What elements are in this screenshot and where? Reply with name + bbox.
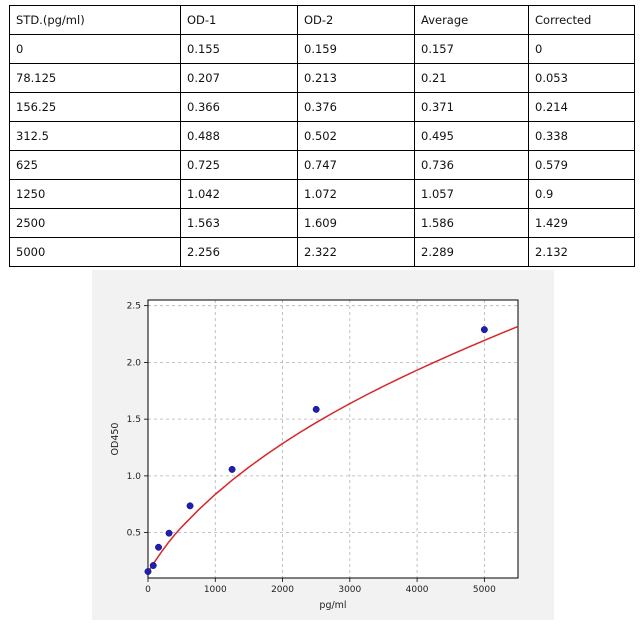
- table-row: 625 0.725 0.747 0.736 0.579: [9, 150, 635, 180]
- x-tick-label: 4000: [406, 585, 429, 595]
- cell-od1: 1.563: [180, 208, 298, 238]
- y-tick-label: 1.5: [127, 415, 141, 425]
- cell-average: 0.736: [414, 150, 529, 180]
- header-average: Average: [414, 5, 529, 35]
- y-tick-label: 2.5: [127, 302, 141, 312]
- x-axis-title: pg/ml: [319, 600, 346, 611]
- x-tick-label: 2000: [271, 585, 294, 595]
- table-row: 2500 1.563 1.609 1.586 1.429: [9, 208, 635, 238]
- standard-curve-figure: 0 1000 2000 3000 4000 5000 0.5 1.0 1.5 2.0 2.5 pg/…: [92, 270, 554, 620]
- cell-od1: 0.366: [180, 92, 298, 122]
- table-row: 156.25 0.366 0.376 0.371 0.214: [9, 92, 635, 122]
- data-point: [149, 562, 157, 569]
- cell-od2: 0.376: [297, 92, 415, 122]
- plot-area-frame: [147, 299, 519, 579]
- cell-average: 0.21: [414, 63, 529, 93]
- table-row: 5000 2.256 2.322 2.289 2.132: [9, 237, 635, 267]
- y-tick-label: 1.0: [127, 472, 142, 482]
- cell-std: 1250: [9, 179, 181, 209]
- data-point: [186, 502, 194, 510]
- cell-std: 625: [9, 150, 181, 180]
- cell-std: 5000: [9, 237, 181, 267]
- cell-corrected: 0.579: [528, 150, 635, 180]
- cell-std: 156.25: [9, 92, 181, 122]
- cell-corrected: 0.338: [528, 121, 635, 151]
- cell-corrected: 1.429: [528, 208, 635, 238]
- data-point: [228, 465, 236, 473]
- data-point: [165, 529, 173, 537]
- cell-od2: 1.609: [297, 208, 415, 238]
- axis-ticks: 0 1000 2000 3000 4000 5000 0.5 1.0 1.5 2.0 2.5: [127, 302, 496, 595]
- table-header-row: STD.(pg/ml) OD-1 OD-2 Average Corrected: [9, 5, 635, 35]
- cell-od1: 0.207: [180, 63, 298, 93]
- plot-background: [148, 300, 518, 578]
- cell-od1: 2.256: [180, 237, 298, 267]
- data-point: [155, 543, 162, 551]
- cell-average: 0.371: [414, 92, 529, 122]
- cell-od2: 0.213: [297, 63, 415, 93]
- table-row: 0 0.155 0.159 0.157 0: [9, 34, 635, 64]
- cell-average: 1.586: [414, 208, 529, 238]
- table-row: 1250 1.042 1.072 1.057 0.9: [9, 179, 635, 209]
- cell-std: 2500: [9, 208, 181, 238]
- table-row: 78.125 0.207 0.213 0.21 0.053: [9, 63, 635, 93]
- cell-od1: 0.488: [180, 121, 298, 151]
- header-od2: OD-2: [297, 5, 415, 35]
- cell-average: 0.157: [414, 34, 529, 64]
- header-std: STD.(pg/ml): [9, 5, 181, 35]
- cell-od1: 0.155: [180, 34, 298, 64]
- x-tick-label: 3000: [338, 585, 361, 595]
- cell-average: 0.495: [414, 121, 529, 151]
- fit-curve-line: [147, 325, 519, 573]
- cell-average: 2.289: [414, 237, 529, 267]
- x-tick-label: 1000: [204, 585, 227, 595]
- y-tick-label: 0.5: [127, 529, 141, 539]
- cell-od2: 0.747: [297, 150, 415, 180]
- cell-corrected: 2.132: [528, 237, 635, 267]
- cell-od2: 1.072: [297, 179, 415, 209]
- data-point: [312, 405, 320, 413]
- grid-lines: [147, 300, 518, 578]
- data-point: [480, 326, 488, 334]
- cell-corrected: 0.9: [528, 179, 635, 209]
- cell-corrected: 0.053: [528, 63, 635, 93]
- cell-od2: 2.322: [297, 237, 415, 267]
- x-tick-label: 5000: [473, 585, 496, 595]
- cell-corrected: 0.214: [528, 92, 635, 122]
- cell-corrected: 0: [528, 34, 635, 64]
- header-corrected: Corrected: [528, 5, 635, 35]
- header-od1: OD-1: [180, 5, 298, 35]
- cell-std: 78.125: [9, 63, 181, 93]
- cell-od1: 0.725: [180, 150, 298, 180]
- cell-od2: 0.159: [297, 34, 415, 64]
- y-axis-title: OD450: [110, 423, 121, 456]
- cell-od1: 1.042: [180, 179, 298, 209]
- standard-curve-chart: 0 1000 2000 3000 4000 5000 0.5 1.0 1.5 2.0 2.5 pg/…: [110, 299, 519, 611]
- x-tick-label: 0: [145, 585, 151, 595]
- cell-std: 0: [9, 34, 181, 64]
- cell-std: 312.5: [9, 121, 181, 151]
- table-row: 312.5 0.488 0.502 0.495 0.338: [9, 121, 635, 151]
- standard-curve-table: STD.(pg/ml) OD-1 OD-2 Average Corrected …: [9, 5, 635, 267]
- data-point: [144, 568, 152, 575]
- data-points: [144, 326, 488, 575]
- cell-od2: 0.502: [297, 121, 415, 151]
- cell-average: 1.057: [414, 179, 529, 209]
- y-tick-label: 2.0: [127, 358, 142, 368]
